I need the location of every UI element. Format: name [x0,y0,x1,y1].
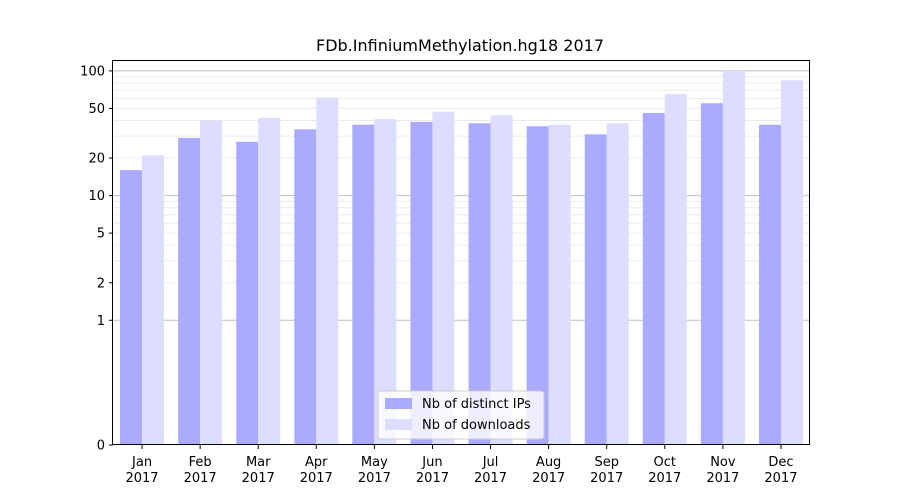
y-tick-label: 50 [88,102,105,117]
x-tick-label-year: 2017 [764,471,797,486]
bar-distinct-ips-jan [120,170,143,445]
x-tick-label-year: 2017 [184,471,217,486]
x-axis: Jan2017Feb2017Mar2017Apr2017May2017Jun20… [125,445,798,486]
bar-downloads-mar [258,117,281,445]
bar-distinct-ips-nov [700,103,723,446]
y-tick-label: 100 [80,64,105,79]
x-tick-label-year: 2017 [300,471,333,486]
plot-area-frame [112,60,810,445]
bar-downloads-aug [548,124,571,445]
x-tick-label-year: 2017 [358,471,391,486]
bar-downloads-dec [780,80,803,445]
legend-swatch-downloads [385,419,412,430]
legend-box [377,390,545,440]
x-tick-label-month: Dec [768,455,793,470]
x-tick-label-year: 2017 [648,471,681,486]
bar-distinct-ips-jun [410,121,433,445]
bar-distinct-ips-apr [294,129,317,446]
y-tick-label: 5 [97,227,105,242]
grid [113,70,810,321]
y-axis: 0 1 2 5 10 20 50 100 [80,64,113,454]
bar-distinct-ips-feb [178,137,201,446]
bar-downloads-nov [722,70,745,445]
legend: Nb of distinct IPs Nb of downloads [377,390,545,440]
x-tick-label-year: 2017 [416,471,449,486]
x-tick-label-year: 2017 [242,471,275,486]
bar-downloads-apr [316,97,339,446]
x-tick-label-year: 2017 [532,471,565,486]
bar-downloads-jun [432,111,455,445]
bar-distinct-ips-aug [526,126,549,446]
y-tick-label: 1 [97,314,105,329]
x-tick-label-month: Jul [482,455,499,470]
x-tick-label-month: Oct [654,455,676,470]
x-tick-label-year: 2017 [706,471,739,486]
x-tick-label-month: Jun [421,455,442,470]
bar-distinct-ips-jul [468,123,491,446]
bars [120,70,803,446]
x-tick-label-month: Apr [305,455,328,470]
legend-label-distinct-ips: Nb of distinct IPs [422,397,531,412]
x-tick-label-month: Jan [131,455,152,470]
x-tick-label-year: 2017 [590,471,623,486]
bar-distinct-ips-mar [236,141,259,445]
y-tick-label: 0 [97,439,105,454]
bar-downloads-jul [490,115,513,445]
y-tick-label: 2 [97,276,105,291]
legend-swatch-distinct-ips [385,398,412,409]
legend-label-downloads: Nb of downloads [422,418,531,433]
bar-distinct-ips-sep [584,134,607,445]
bar-downloads-feb [200,120,223,445]
bar-downloads-oct [664,94,687,445]
x-tick-label-month: Feb [189,455,212,470]
x-tick-label-month: Nov [710,455,736,470]
bar-downloads-sep [606,123,629,446]
x-tick-label-month: Mar [246,455,271,470]
bar-distinct-ips-dec [758,124,781,445]
x-tick-label-year: 2017 [125,471,158,486]
x-tick-label-year: 2017 [474,471,507,486]
y-tick-label: 20 [88,152,105,167]
x-tick-label-month: Aug [536,455,561,470]
bar-distinct-ips-oct [642,112,665,446]
chart-title: FDb.InfiniumMethylation.hg18 2017 [316,36,604,55]
bar-distinct-ips-may [352,124,375,445]
bar-downloads-jan [142,155,165,445]
bar-downloads-may [374,119,397,446]
y-tick-label: 10 [88,189,105,204]
x-tick-label-month: Sep [594,455,619,470]
x-tick-label-month: May [361,455,388,470]
